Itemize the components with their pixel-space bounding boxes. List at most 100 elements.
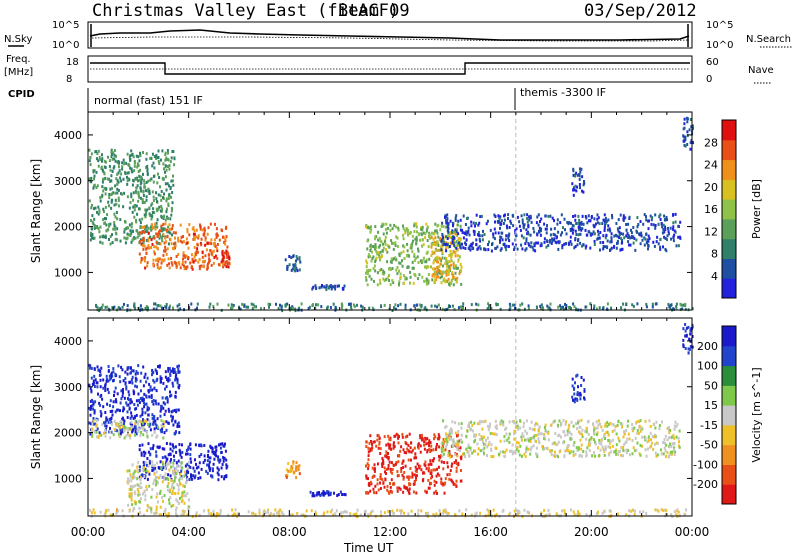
range-gate-cell — [205, 236, 207, 239]
range-gate-cell — [174, 476, 176, 479]
range-gate-cell — [455, 459, 457, 462]
range-gate-cell — [148, 237, 150, 240]
range-gate-cell — [366, 269, 368, 272]
range-gate-cell — [574, 400, 576, 403]
range-gate-cell — [674, 229, 676, 232]
range-gate-cell — [174, 479, 176, 482]
range-gate-cell — [489, 423, 491, 426]
range-gate-cell — [102, 181, 104, 184]
range-gate-cell — [369, 434, 371, 437]
range-gate-cell — [600, 241, 602, 244]
range-gate-cell — [379, 482, 381, 485]
range-gate-cell — [202, 256, 204, 259]
range-gate-cell — [181, 462, 183, 465]
range-gate-cell — [104, 386, 106, 389]
range-gate-cell — [206, 464, 208, 467]
range-gate-cell — [579, 454, 581, 457]
range-gate-cell — [107, 388, 109, 391]
range-gate-cell — [152, 211, 154, 214]
range-gate-cell — [684, 118, 686, 121]
range-gate-cell — [151, 373, 153, 376]
range-gate-cell — [391, 461, 393, 464]
range-gate-cell — [436, 275, 438, 278]
range-gate-cell — [102, 169, 104, 172]
range-gate-cell — [161, 496, 163, 499]
range-gate-cell — [390, 470, 392, 473]
range-gate-cell — [579, 426, 581, 429]
range-gate-cell — [495, 215, 497, 218]
range-gate-cell — [226, 246, 228, 249]
range-gate-cell — [217, 243, 219, 246]
range-gate-cell — [374, 260, 376, 263]
range-gate-cell — [128, 469, 130, 472]
range-gate-cell — [602, 247, 604, 250]
range-gate-cell — [115, 398, 117, 401]
range-gate-cell — [389, 461, 391, 464]
range-gate-cell — [95, 425, 97, 428]
range-gate-cell — [646, 455, 648, 458]
range-gate-cell — [633, 427, 635, 430]
range-gate-cell — [89, 159, 91, 162]
range-gate-cell — [96, 435, 98, 438]
range-gate-cell — [544, 426, 546, 429]
range-gate-cell — [388, 274, 390, 277]
range-gate-cell — [488, 428, 490, 431]
range-gate-cell — [199, 476, 201, 479]
range-gate-cell — [652, 303, 654, 306]
range-gate-cell — [366, 262, 368, 265]
range-gate-cell — [662, 231, 664, 234]
range-gate-cell — [565, 420, 567, 423]
range-gate-cell — [156, 181, 158, 184]
range-gate-cell — [144, 494, 146, 497]
range-gate-cell — [457, 434, 459, 437]
range-gate-cell — [422, 260, 424, 263]
range-gate-cell — [315, 512, 317, 515]
range-gate-cell — [140, 497, 142, 500]
range-gate-cell — [539, 441, 541, 444]
range-gate-cell — [160, 380, 162, 383]
range-gate-cell — [449, 305, 451, 308]
range-gate-cell — [384, 486, 386, 489]
range-gate-cell — [436, 266, 438, 269]
range-gate-cell — [545, 228, 547, 231]
range-gate-cell — [146, 431, 148, 434]
range-gate-cell — [173, 247, 175, 250]
range-gate-cell — [411, 242, 413, 245]
range-gate-cell — [548, 509, 550, 512]
range-gate-cell — [117, 160, 119, 163]
range-gate-cell — [199, 267, 201, 270]
range-gate-cell — [199, 455, 201, 458]
range-gate-cell — [216, 236, 218, 239]
range-gate-cell — [471, 452, 473, 455]
range-gate-cell — [200, 443, 202, 446]
range-gate-cell — [464, 247, 466, 250]
range-gate-cell — [516, 441, 518, 444]
range-gate-cell — [120, 423, 122, 426]
range-gate-cell — [578, 233, 580, 236]
range-gate-cell — [605, 220, 607, 223]
range-gate-cell — [655, 452, 657, 455]
range-gate-cell — [129, 207, 131, 210]
range-gate-cell — [456, 448, 458, 451]
range-gate-cell — [195, 463, 197, 466]
range-gate-cell — [572, 215, 574, 218]
range-gate-cell — [179, 371, 181, 374]
range-gate-cell — [535, 422, 537, 425]
range-gate-cell — [89, 199, 91, 202]
range-gate-cell — [367, 226, 369, 229]
range-gate-cell — [208, 226, 210, 229]
range-gate-cell — [172, 424, 174, 427]
range-gate-cell — [188, 247, 190, 250]
range-gate-cell — [673, 437, 675, 440]
range-gate-cell — [403, 471, 405, 474]
range-gate-cell — [625, 235, 627, 238]
range-gate-cell — [118, 189, 120, 192]
range-gate-cell — [179, 450, 181, 453]
range-gate-cell — [410, 459, 412, 462]
range-gate-cell — [486, 222, 488, 225]
range-gate-cell — [118, 199, 120, 202]
range-gate-cell — [101, 166, 103, 169]
range-gate-cell — [167, 485, 169, 488]
range-gate-cell — [204, 459, 206, 462]
range-gate-cell — [488, 441, 490, 444]
